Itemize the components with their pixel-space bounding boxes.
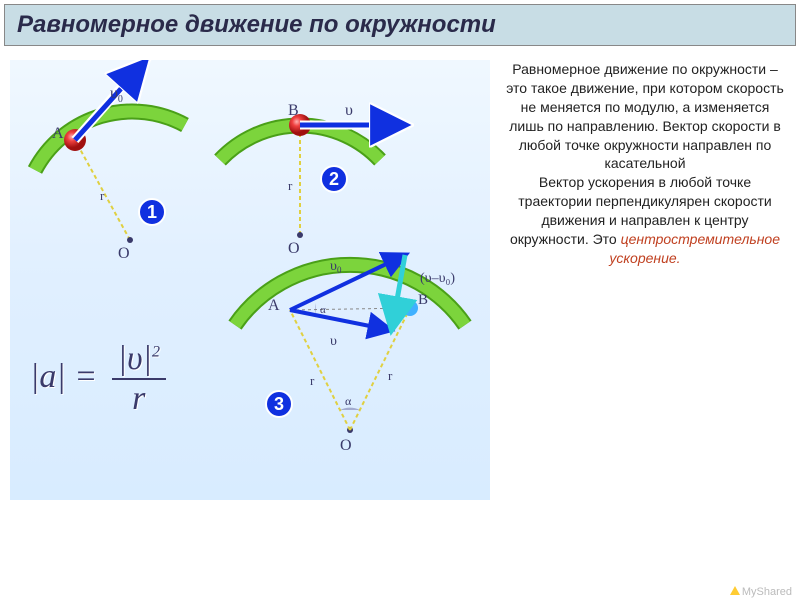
physics-diagram: r O A υ0 r O B υ — [10, 60, 490, 500]
svg-text:O: O — [118, 245, 130, 262]
watermark: MyShared — [730, 586, 792, 598]
svg-text:A: A — [52, 125, 64, 142]
svg-text:υ: υ — [330, 334, 337, 349]
subdiagram-1: r O A υ0 — [35, 60, 185, 262]
svg-text:r: r — [310, 373, 315, 388]
badge-1: 1 — [138, 198, 166, 226]
svg-text:O: O — [288, 240, 300, 257]
definition-paragraph-2: Вектор ускорения в любой точке траектори… — [504, 173, 786, 267]
svg-text:r: r — [100, 188, 105, 203]
formula-exp: 2 — [152, 344, 160, 361]
term-centripetal: центростремительное ускорение. — [609, 231, 780, 266]
play-icon — [730, 586, 740, 595]
formula-acceleration: |а| = |υ|2 r — [30, 340, 166, 418]
svg-text:(υ–υ₀): (υ–υ₀) — [420, 271, 455, 286]
badge-3: 3 — [265, 390, 293, 418]
svg-text:A: A — [268, 297, 280, 314]
subdiagram-3: O r r α A υ0 υ α — [235, 255, 465, 454]
formula-lhs: |а| = — [30, 358, 97, 395]
content-area: r O A υ0 r O B υ — [0, 50, 800, 500]
definition-paragraph-1: Равномерное движение по окружности – это… — [504, 60, 786, 173]
diagram-panel: r O A υ0 r O B υ — [10, 60, 490, 500]
badge-2: 2 — [320, 165, 348, 193]
svg-text:B: B — [288, 102, 299, 119]
subdiagram-2: r O B υ — [220, 102, 410, 257]
svg-text:υ: υ — [345, 102, 353, 119]
svg-text:r: r — [288, 178, 293, 193]
svg-text:α: α — [345, 394, 352, 408]
svg-text:B: B — [418, 292, 428, 308]
explanation-text: Равномерное движение по окружности – это… — [500, 60, 790, 500]
formula-denominator: r — [112, 380, 166, 418]
title-bar: Равномерное движение по окружности — [4, 4, 796, 46]
page-title: Равномерное движение по окружности — [17, 11, 783, 39]
formula-numerator: |υ| — [118, 340, 152, 377]
svg-text:r: r — [388, 368, 393, 383]
svg-text:α: α — [320, 304, 326, 316]
svg-text:O: O — [340, 437, 352, 454]
